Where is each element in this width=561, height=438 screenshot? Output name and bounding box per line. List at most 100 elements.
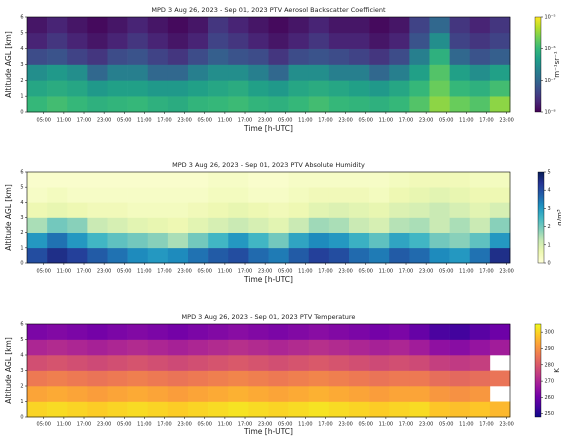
y-tick-label: 3 (20, 215, 23, 221)
heatmap-cell (450, 202, 470, 217)
y-tick-label: 6 (20, 170, 23, 176)
y-tick-label: 4 (20, 353, 23, 359)
heatmap-cell (208, 386, 228, 402)
heatmap-cell (87, 17, 107, 33)
heatmap-cell (329, 65, 349, 81)
heatmap-cell (409, 65, 429, 81)
heatmap-cell (490, 49, 510, 65)
colorbar-tick-label: 1 (548, 242, 551, 248)
x-tick-label: 05:00 (37, 269, 51, 275)
x-tick-label: 11:00 (57, 422, 71, 428)
heatmap-cell (208, 33, 228, 49)
heatmap-cell (349, 187, 369, 202)
heatmap-cell (389, 187, 409, 202)
heatmap-cell (188, 248, 208, 263)
x-tick-label: 23:00 (97, 118, 111, 124)
heatmap-cell (269, 402, 289, 418)
heatmap-cell (289, 80, 309, 96)
heatmap-cell (369, 33, 389, 49)
heatmap-cell (87, 340, 107, 356)
heatmap-cell (47, 96, 67, 112)
heatmap-cell (67, 371, 87, 387)
heatmap-cell (148, 65, 168, 81)
heatmap-cell (248, 187, 268, 202)
heatmap-cell (27, 248, 47, 263)
heatmap-cell (369, 324, 389, 340)
heatmap-cell (208, 17, 228, 33)
heatmap-cell (87, 172, 107, 187)
heatmap-cell (87, 233, 107, 248)
heatmap-cell (389, 96, 409, 112)
heatmap-cell (430, 187, 450, 202)
x-tick-label: 23:00 (97, 269, 111, 275)
heatmap-cell (289, 218, 309, 233)
heatmap-cell (409, 324, 429, 340)
heatmap-cell (269, 340, 289, 356)
x-tick-label: 17:00 (318, 118, 332, 124)
heatmap-cell (450, 371, 470, 387)
heatmap-cell (128, 233, 148, 248)
heatmap-cell (389, 33, 409, 49)
heatmap-cell (329, 187, 349, 202)
heatmap-cell (248, 17, 268, 33)
heatmap-cell (289, 202, 309, 217)
x-tick-label: 17:00 (479, 422, 493, 428)
heatmap-cell (248, 96, 268, 112)
x-tick-label: 17:00 (77, 422, 91, 428)
heatmap-cell (168, 80, 188, 96)
x-tick-label: 05:00 (278, 269, 292, 275)
heatmap-cell (248, 233, 268, 248)
x-tick-label: 11:00 (218, 422, 232, 428)
x-tick-label: 11:00 (137, 118, 151, 124)
heatmap-cell (349, 324, 369, 340)
heatmap-cell (208, 65, 228, 81)
heatmap-cell (269, 33, 289, 49)
heatmap-cell (450, 402, 470, 418)
colorbar-label: g/m³ (556, 209, 561, 226)
heatmap-cell (470, 80, 490, 96)
heatmap-cell (369, 402, 389, 418)
heatmap-cell (108, 355, 128, 371)
x-tick-label: 17:00 (238, 269, 252, 275)
heatmap-cell (389, 386, 409, 402)
heatmap-cell (490, 187, 510, 202)
x-tick-label: 17:00 (479, 118, 493, 124)
heatmap-cell (47, 172, 67, 187)
x-tick-label: 05:00 (359, 422, 373, 428)
heatmap-cell (47, 248, 67, 263)
heatmap-cell (389, 355, 409, 371)
heatmap-cell (329, 402, 349, 418)
heatmap-cell (309, 340, 329, 356)
y-axis-label: Altitude AGL [km] (4, 184, 13, 251)
heatmap-cell (369, 172, 389, 187)
heatmap-cell (128, 248, 148, 263)
heatmap-cell (208, 340, 228, 356)
heatmap-cell (450, 340, 470, 356)
colorbar-tick-label: 10⁻⁵ (545, 15, 556, 21)
heatmap-cell (168, 248, 188, 263)
heatmap-cell (470, 340, 490, 356)
heatmap-cell (409, 172, 429, 187)
heatmap-cell (269, 324, 289, 340)
heatmap-cell (409, 386, 429, 402)
heatmap-cell (430, 65, 450, 81)
heatmap-cell (208, 371, 228, 387)
heatmap-cell (188, 49, 208, 65)
heatmap-cell (108, 218, 128, 233)
heatmap-cell (329, 233, 349, 248)
x-tick-label: 17:00 (399, 422, 413, 428)
heatmap-cell (128, 80, 148, 96)
heatmap-cell (309, 33, 329, 49)
chart-title: MPD 3 Aug 26, 2023 - Sep 01, 2023 PTV Ab… (172, 161, 365, 169)
heatmap-cell (108, 324, 128, 340)
heatmap-cell (289, 65, 309, 81)
heatmap-cell (67, 340, 87, 356)
x-tick-label: 23:00 (338, 422, 352, 428)
heatmap-cell (430, 80, 450, 96)
heatmap-cell (389, 202, 409, 217)
colorbar-tick-label: 250 (545, 411, 555, 417)
x-tick-label: 23:00 (419, 422, 433, 428)
heatmap-cell (409, 17, 429, 33)
heatmap-cell (430, 33, 450, 49)
heatmap-cell (188, 172, 208, 187)
